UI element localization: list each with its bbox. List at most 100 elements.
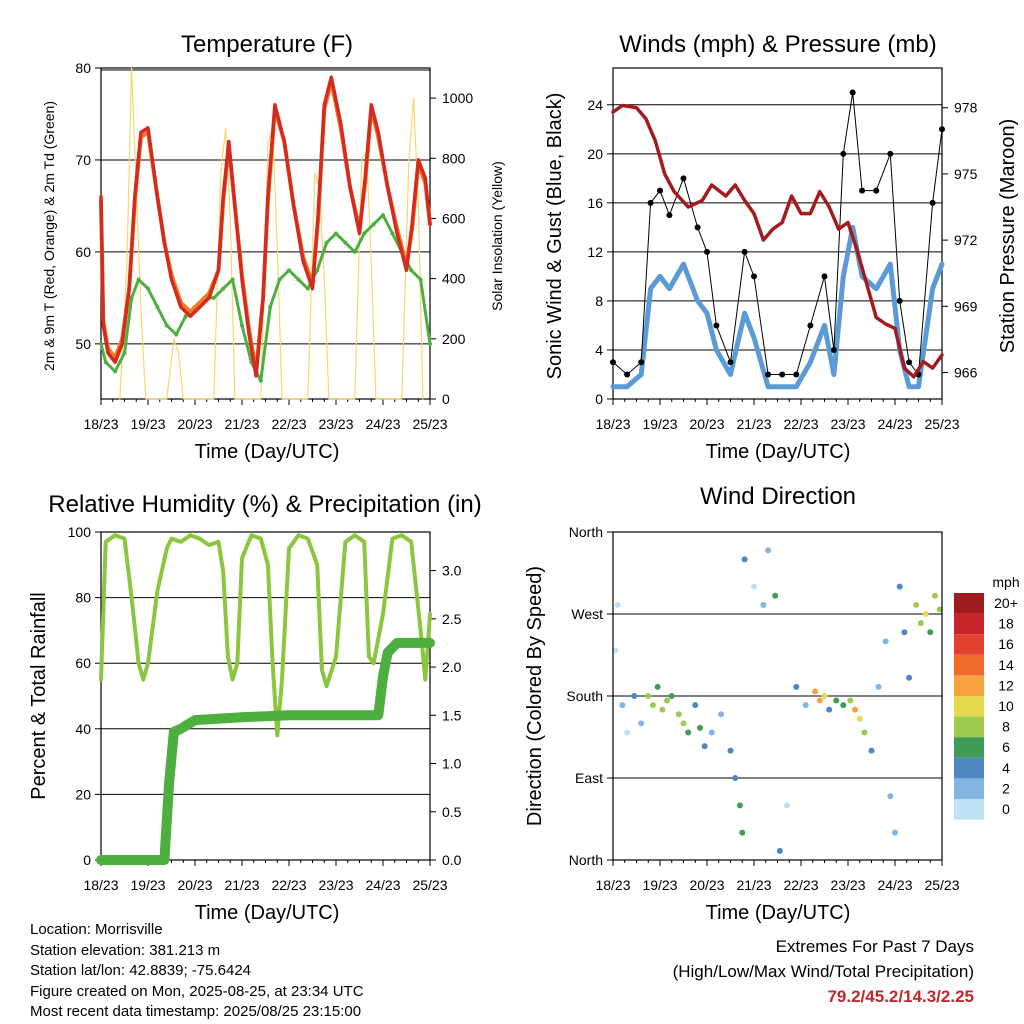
- humidity-ylabel-left: Percent & Total Rainfall: [28, 592, 50, 800]
- colorbar-swatch: [954, 799, 984, 820]
- y-tick-label: 40: [75, 721, 91, 737]
- sonic-wind-line: [610, 224, 945, 390]
- direction-point: [612, 647, 619, 654]
- y2-tick-label: 1.0: [442, 756, 462, 772]
- x-tick-label: 21/23: [736, 416, 771, 432]
- direction-point: [783, 802, 790, 809]
- humidity-xlabel: Time (Day/UTC): [195, 902, 340, 924]
- dewpoint-point: [211, 295, 216, 300]
- y-tick-label: East: [575, 770, 603, 786]
- y2-tick-label: 0.5: [442, 804, 462, 820]
- dewpoint-point: [324, 240, 329, 245]
- figure-created: Figure created on Mon, 2025-08-25, at 23…: [30, 982, 364, 1000]
- x-tick-label: 22/23: [783, 877, 818, 893]
- x-tick-label: 25/23: [412, 416, 447, 432]
- x-tick-label: 24/23: [365, 877, 400, 893]
- dewpoint-point: [164, 323, 169, 328]
- direction-point: [882, 638, 889, 645]
- direction-point: [614, 601, 621, 608]
- dewpoint-point: [183, 314, 188, 319]
- extremes-values: 79.2/45.2/14.3/2.25: [827, 987, 974, 1006]
- colorbar-swatch: [954, 654, 984, 676]
- direction-point: [936, 606, 943, 613]
- x-tick-label: 23/23: [830, 416, 865, 432]
- direction-point: [645, 693, 652, 699]
- y-tick-label: 80: [75, 590, 91, 606]
- direction-point: [826, 706, 833, 713]
- extremes-heading: Extremes For Past 7 Days: [775, 937, 974, 956]
- dewpoint-point: [277, 277, 282, 282]
- direction-point: [821, 693, 828, 699]
- colorbar-label: 10: [998, 698, 1014, 714]
- x-tick-label: 25/23: [412, 877, 447, 893]
- direction-point: [619, 702, 626, 709]
- x-tick-label: 23/23: [318, 416, 353, 432]
- winds-xlabel: Time (Day/UTC): [706, 441, 851, 463]
- x-tick-label: 20/23: [177, 877, 212, 893]
- direction-point: [624, 729, 631, 736]
- winds-ylabel-right: Station Pressure (Maroon): [997, 119, 1019, 354]
- direction-point: [659, 706, 666, 713]
- direction-point: [852, 706, 859, 713]
- colorbar-label: 20+: [994, 595, 1018, 611]
- y2-tick-label: 0: [442, 391, 450, 407]
- dewpoint-point: [352, 249, 357, 254]
- x-tick-label: 19/23: [130, 877, 165, 893]
- winds-title: Winds (mph) & Pressure (mb): [619, 31, 936, 58]
- direction-point: [732, 775, 739, 781]
- y-tick-label: 70: [75, 152, 91, 168]
- dewpoint-point: [371, 222, 376, 227]
- humidity-title: Relative Humidity (%) & Precipitation (i…: [48, 491, 481, 518]
- y2-tick-label: 3.0: [442, 563, 462, 579]
- colorbar-label: 16: [998, 636, 1014, 652]
- direction-point: [802, 702, 809, 709]
- y-tick-label: 20: [75, 786, 91, 802]
- direction-point: [772, 592, 779, 599]
- dewpoint-point: [221, 286, 226, 291]
- x-tick-label: 19/23: [130, 416, 165, 432]
- station-elevation: Station elevation: 381.213 m: [30, 941, 221, 959]
- colorbar-label: 12: [998, 677, 1014, 693]
- temp-2m-line: [99, 75, 432, 378]
- direction-point: [668, 693, 675, 699]
- dewpoint-point: [315, 268, 320, 273]
- x-tick-label: 19/23: [642, 416, 677, 432]
- x-tick-label: 20/23: [689, 877, 724, 893]
- direction-point: [840, 702, 847, 709]
- direction-point: [685, 729, 692, 736]
- direction-point: [708, 729, 715, 736]
- extremes-box: Extremes For Past 7 Days (High/Low/Max W…: [673, 934, 974, 1009]
- direction-point: [718, 711, 725, 718]
- x-tick-label: 24/23: [877, 416, 912, 432]
- colorbar-label: 18: [998, 616, 1014, 632]
- extremes-legend: (High/Low/Max Wind/Total Precipitation): [672, 962, 974, 981]
- y-tick-label: 16: [587, 195, 603, 211]
- direction-point: [931, 592, 938, 599]
- direction-point: [856, 715, 863, 722]
- direction-point: [751, 583, 757, 590]
- colorbar-swatch: [954, 675, 984, 696]
- y-tick-label: 12: [587, 244, 603, 260]
- temperature-ylabel-left: 2m & 9m T (Red, Orange) & 2m Td (Green): [41, 101, 57, 371]
- gust-line: [612, 92, 943, 375]
- y-tick-label: 20: [587, 146, 603, 162]
- dewpoint-point: [103, 360, 108, 365]
- station-location: Location: Morrisville: [30, 921, 163, 938]
- y2-tick-label: 1000: [442, 90, 473, 106]
- station-info: Location: Morrisville Station elevation:…: [30, 920, 364, 1023]
- dewpoint-point: [136, 277, 141, 282]
- dewpoint-point: [146, 286, 150, 291]
- plot-frame: [612, 531, 943, 861]
- colorbar-swatch: [954, 696, 984, 717]
- direction-point: [793, 683, 800, 690]
- colorbar-swatch: [954, 778, 984, 799]
- y-tick-label: 24: [587, 97, 603, 113]
- x-tick-label: 18/23: [595, 877, 630, 893]
- x-tick-label: 24/23: [365, 416, 400, 432]
- x-tick-label: 25/23: [924, 877, 959, 893]
- direction-point: [906, 674, 913, 681]
- dewpoint-point: [99, 341, 103, 346]
- x-tick-label: 21/23: [736, 877, 771, 893]
- x-tick-label: 22/23: [271, 877, 306, 893]
- direction-xlabel: Time (Day/UTC): [706, 902, 851, 924]
